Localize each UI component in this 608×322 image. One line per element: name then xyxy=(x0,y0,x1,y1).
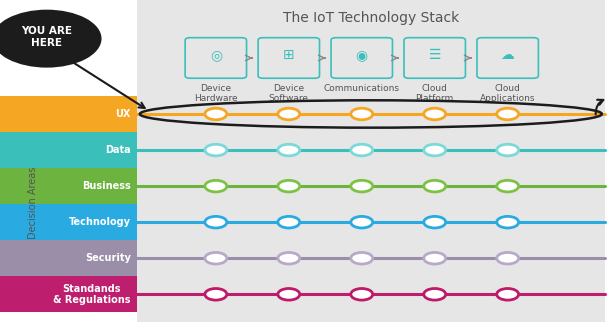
Text: Technology: Technology xyxy=(69,217,131,227)
Circle shape xyxy=(351,252,373,264)
Circle shape xyxy=(278,144,300,156)
Text: Decision Areas: Decision Areas xyxy=(29,167,38,239)
Text: YOU ARE
HERE: YOU ARE HERE xyxy=(21,26,72,48)
Text: Business: Business xyxy=(82,181,131,191)
Circle shape xyxy=(424,289,446,300)
Text: ⊞: ⊞ xyxy=(283,48,295,62)
Circle shape xyxy=(205,252,227,264)
Circle shape xyxy=(351,144,373,156)
Text: Standands
& Regulations: Standands & Regulations xyxy=(54,284,131,305)
Circle shape xyxy=(205,108,227,120)
Text: UX: UX xyxy=(116,109,131,119)
Circle shape xyxy=(205,144,227,156)
Circle shape xyxy=(278,108,300,120)
Circle shape xyxy=(424,216,446,228)
FancyBboxPatch shape xyxy=(0,96,137,132)
FancyBboxPatch shape xyxy=(0,132,137,168)
Circle shape xyxy=(497,180,519,192)
FancyBboxPatch shape xyxy=(137,0,605,322)
Text: Cloud
Platform: Cloud Platform xyxy=(416,84,454,103)
Circle shape xyxy=(205,289,227,300)
Circle shape xyxy=(424,180,446,192)
Text: Communications: Communications xyxy=(323,84,400,93)
Circle shape xyxy=(424,252,446,264)
Circle shape xyxy=(497,144,519,156)
Circle shape xyxy=(497,216,519,228)
Circle shape xyxy=(497,108,519,120)
Text: ◎: ◎ xyxy=(210,48,222,62)
Text: Cloud
Applications: Cloud Applications xyxy=(480,84,536,103)
FancyBboxPatch shape xyxy=(0,168,137,204)
Text: Device
Software: Device Software xyxy=(269,84,309,103)
Circle shape xyxy=(0,10,102,68)
Circle shape xyxy=(278,289,300,300)
Text: ☰: ☰ xyxy=(429,48,441,62)
Text: Data: Data xyxy=(105,145,131,155)
Text: ◉: ◉ xyxy=(356,48,368,62)
Circle shape xyxy=(278,216,300,228)
Circle shape xyxy=(351,108,373,120)
Circle shape xyxy=(278,252,300,264)
Text: Device
Hardware: Device Hardware xyxy=(194,84,238,103)
Circle shape xyxy=(351,216,373,228)
Circle shape xyxy=(424,144,446,156)
Circle shape xyxy=(497,289,519,300)
Circle shape xyxy=(424,108,446,120)
Text: ☁: ☁ xyxy=(501,48,514,62)
Circle shape xyxy=(205,180,227,192)
FancyBboxPatch shape xyxy=(0,204,137,240)
Circle shape xyxy=(205,216,227,228)
Circle shape xyxy=(351,180,373,192)
Circle shape xyxy=(497,252,519,264)
FancyBboxPatch shape xyxy=(0,240,137,276)
Text: The IoT Technology Stack: The IoT Technology Stack xyxy=(283,11,459,25)
FancyBboxPatch shape xyxy=(0,276,137,312)
Circle shape xyxy=(351,289,373,300)
Text: Security: Security xyxy=(85,253,131,263)
Circle shape xyxy=(278,180,300,192)
